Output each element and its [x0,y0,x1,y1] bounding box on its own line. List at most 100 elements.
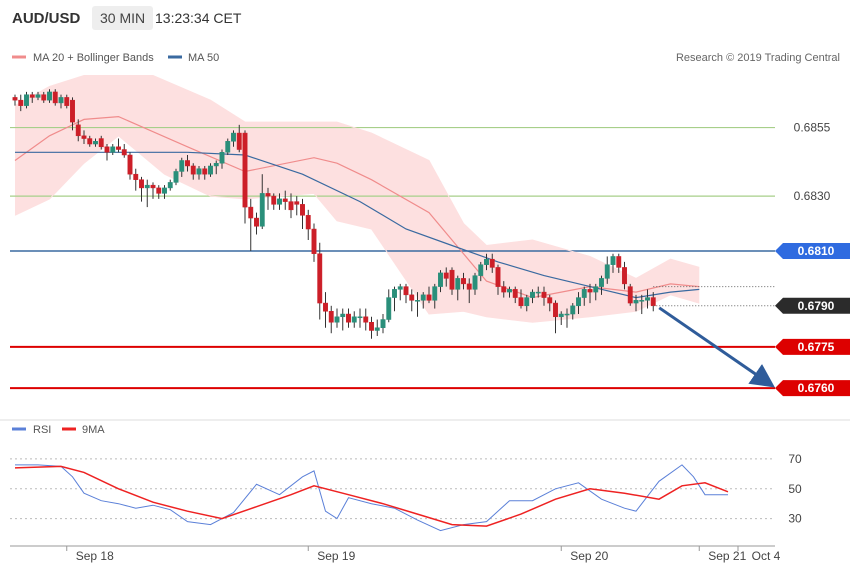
candle-body [196,168,202,175]
candle-body [392,289,397,298]
x-tick-label: Sep 21 [708,549,746,563]
candle-body [599,278,604,287]
candle-body [507,289,512,293]
candle-body [35,94,41,98]
candle-body [208,165,213,175]
candle-body [409,294,415,301]
candle-body [461,278,466,285]
rsi-tick-label: 50 [788,482,802,496]
candle-body [116,146,121,150]
candle-body [311,228,317,254]
candle-body [495,267,501,287]
candle-body [219,152,225,164]
candle-body [346,313,351,323]
symbol-label: AUD/USD [12,10,81,27]
level-tag [775,380,850,397]
candle-body [432,286,438,301]
candle-body [288,201,294,211]
candle-body [512,289,518,298]
candle-body [156,187,162,194]
candle-body [144,184,150,189]
level-label: 0.6830 [794,189,831,203]
x-tick-label: Sep 20 [570,549,608,563]
candle-body [162,187,167,194]
bollinger-mid-line [14,115,700,299]
candle-body [236,132,242,150]
level-label: 0.6790 [798,299,835,313]
candle-body [622,267,627,285]
rsi-line [15,464,728,532]
candle-body [489,258,495,268]
candle-body [587,289,593,293]
candle-body [328,311,334,323]
candle-body [570,305,576,315]
candle-body [259,193,265,227]
candle-body [12,97,18,101]
candle-body [104,146,110,153]
candle-body [633,300,639,304]
candle-body [58,97,64,104]
level-label: 0.6810 [798,244,835,258]
candle-body [438,272,443,287]
candle-body [564,313,570,316]
ma50-line [15,151,700,299]
main-legend: MA 20 + Bollinger Bands MA 50 Research ©… [12,52,840,64]
candlestick-plot: 0.6855 0.6830 0.6810 0.6790 0.6775 0.6760 [10,75,850,397]
candle-body [403,286,409,296]
level-label: 0.6775 [798,340,835,354]
candle-body [70,99,75,123]
candle-body [547,297,553,304]
candle-body [18,99,24,106]
forecast-arrow [658,306,775,388]
candle-body [351,316,357,323]
candle-body [558,313,564,318]
candle-body [213,162,219,167]
bollinger-band-fill [15,75,700,323]
candle-body [271,195,277,205]
level-label: 0.6855 [794,121,831,135]
candle-body [455,278,461,290]
x-tick-label: Sep 19 [317,549,355,563]
candle-body [121,149,127,156]
rsi-legend-label: RSI [33,424,51,436]
bollinger-lower-line [14,135,700,323]
clock-label: 13:23:34 CET [155,10,242,26]
rsi-legend: RSI 9MA [12,424,105,436]
candle-body [420,294,426,301]
candle-body [24,94,29,106]
candle-body [650,297,656,307]
x-axis: Sep 18 Sep 19 Sep 20 Sep 21 Oct 4 [66,546,781,563]
candle-body [576,297,581,307]
copyright-label: Research © 2019 Trading Central [676,52,840,64]
candle-body [317,253,323,304]
candle-body [242,132,248,208]
candle-body [524,297,530,307]
candle-body [535,291,541,294]
candle-body [282,198,288,202]
chart-header: AUD/USD 30 MIN 13:23:34 CET [0,0,850,38]
candle-body [604,264,610,279]
candle-body [616,256,622,268]
candle-body [231,132,236,142]
candle-body [363,316,369,323]
bollinger-upper-line [14,75,700,279]
ma9-legend-label: 9MA [82,424,105,436]
candle-body [305,215,311,230]
candle-body [202,168,208,175]
candle-body [167,182,173,189]
candle-body [610,256,616,265]
candle-body [29,94,35,98]
timeframe-button[interactable]: 30 MIN [92,6,154,30]
candle-body [484,258,489,265]
x-tick-label: Oct 4 [752,549,781,563]
level-tag [775,338,850,355]
candle-body [265,193,271,197]
candle-body [472,275,478,290]
candle-body [593,286,599,293]
candle-body [334,316,340,323]
candle-body [501,286,507,293]
candle-body [340,313,346,318]
level-tag [775,297,850,314]
candle-body [190,165,196,175]
